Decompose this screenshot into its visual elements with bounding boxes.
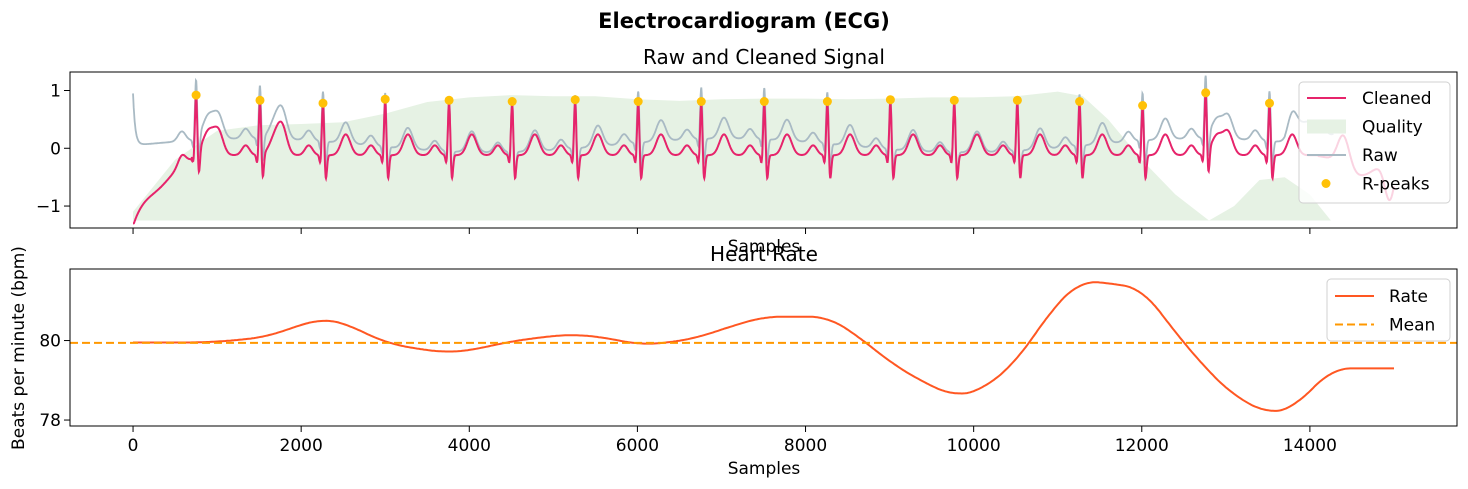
r-peak-point [696, 97, 706, 106]
quality-area [133, 91, 1331, 221]
panel2-ylabel: Beats per minute (bpm) [9, 246, 29, 450]
legend-label: Cleaned [1362, 89, 1432, 109]
panel2-frame [69, 268, 1458, 427]
panel2-xtick-label: 14000 [1283, 436, 1337, 456]
r-peak-point [885, 95, 895, 105]
panel2-xtick-label: 6000 [616, 436, 659, 456]
legend-swatch [1321, 179, 1331, 188]
r-peak-point [759, 97, 769, 106]
legend-label: Rate [1389, 287, 1428, 307]
panel-raw-cleaned: Raw and Cleaned Signal −1 0 1 Samples Clea… [36, 45, 1458, 257]
panel2-xtick-label: 12000 [1115, 436, 1169, 456]
panel2-xtick-label: 8000 [784, 436, 827, 456]
legend-label: Raw [1362, 146, 1398, 166]
r-peak-point [949, 95, 959, 105]
panel1-xlabel: Samples [728, 237, 801, 257]
r-peak-point [255, 95, 265, 105]
r-peak-point [507, 97, 517, 106]
r-peak-point [1075, 97, 1085, 106]
r-peak-point [822, 97, 832, 106]
legend-label: Mean [1389, 316, 1435, 336]
panel2-ytick-label: 78 [39, 411, 61, 431]
r-peak-point [633, 97, 643, 106]
r-peak-point [570, 95, 580, 105]
panel1-ytick-label: 0 [50, 139, 61, 159]
r-peak-point [1138, 101, 1148, 110]
cleaned-line [132, 92, 1395, 225]
r-peak-point [1265, 98, 1274, 108]
panel1-frame [69, 71, 1458, 229]
panel2-xtick-label: 10000 [947, 436, 1001, 456]
panel2-xtick-label: 2000 [280, 436, 323, 456]
panel2-legend: Rate Mean [1326, 278, 1451, 342]
panel1-title: Raw and Cleaned Signal [643, 45, 885, 69]
panel1-legend: Cleaned Quality Raw R-peaks [1298, 81, 1451, 204]
legend-label: R-peaks [1362, 175, 1430, 195]
panel2-title: Heart Rate [710, 242, 818, 266]
panel1-ytick-label: 1 [50, 81, 61, 101]
r-peak-point [1201, 88, 1211, 98]
raw-line [132, 75, 1334, 178]
legend-swatch [1307, 119, 1346, 134]
panel1-ytick-label: −1 [36, 197, 61, 217]
r-peak-point [318, 98, 328, 108]
panel-heart-rate: Heart Rate 78 80 0 2000 4000 6000 8000 10000 120… [9, 242, 1458, 479]
r-peak-point [191, 90, 201, 100]
panel1-legend-box [1298, 81, 1451, 204]
figure-title: Electrocardiogram (ECG) [598, 9, 890, 33]
panel2-legend-box [1326, 278, 1451, 342]
r-peak-point [380, 94, 390, 104]
panel2-ytick-label: 80 [39, 332, 61, 352]
panel2-xtick-label: 4000 [448, 436, 491, 456]
panel2-xlabel: Samples [728, 459, 801, 479]
panel2-xtick-label: 0 [128, 436, 139, 456]
r-peak-point [444, 95, 454, 105]
legend-label: Quality [1362, 118, 1423, 138]
r-peak-point [1012, 95, 1022, 105]
rate-line [133, 281, 1394, 412]
